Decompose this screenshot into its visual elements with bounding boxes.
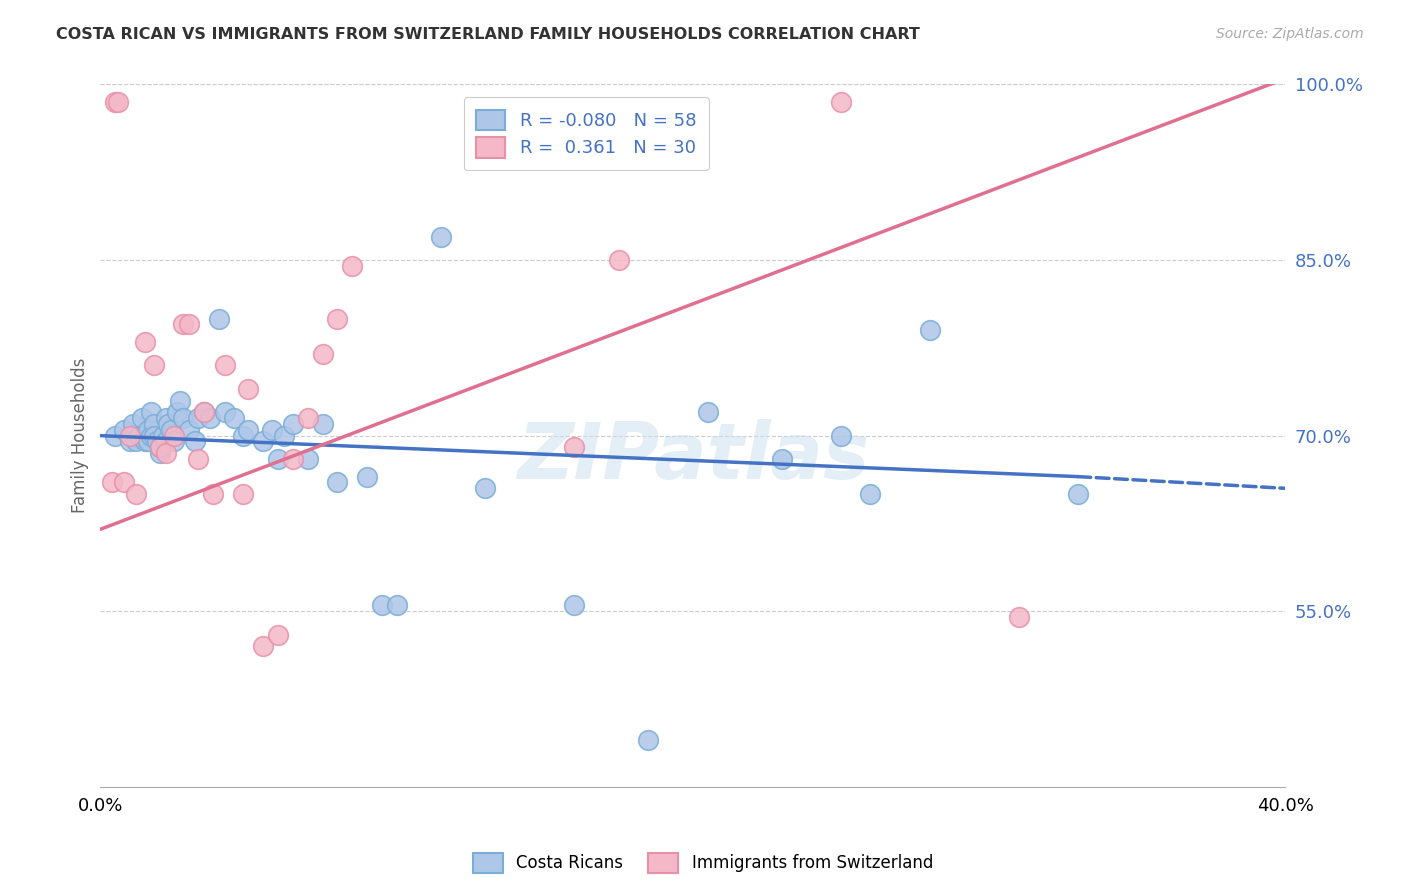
- Point: [214, 405, 236, 419]
- Point: [385, 599, 408, 613]
- Point: [179, 423, 201, 437]
- Point: [101, 475, 124, 490]
- Point: [311, 347, 333, 361]
- Point: [187, 411, 209, 425]
- Point: [149, 446, 172, 460]
- Point: [193, 405, 215, 419]
- Point: [281, 417, 304, 431]
- Point: [134, 434, 156, 449]
- Point: [122, 417, 145, 431]
- Point: [193, 405, 215, 419]
- Point: [696, 405, 718, 419]
- Point: [830, 95, 852, 109]
- Point: [231, 428, 253, 442]
- Point: [474, 481, 496, 495]
- Point: [118, 434, 141, 449]
- Point: [112, 475, 135, 490]
- Point: [214, 359, 236, 373]
- Point: [187, 452, 209, 467]
- Point: [179, 318, 201, 332]
- Point: [1007, 610, 1029, 624]
- Point: [139, 405, 162, 419]
- Point: [340, 259, 363, 273]
- Point: [136, 423, 159, 437]
- Point: [770, 452, 793, 467]
- Point: [267, 452, 290, 467]
- Point: [562, 441, 585, 455]
- Y-axis label: Family Households: Family Households: [72, 358, 89, 513]
- Point: [252, 434, 274, 449]
- Point: [297, 452, 319, 467]
- Point: [356, 469, 378, 483]
- Text: ZIPatlas: ZIPatlas: [516, 418, 869, 495]
- Point: [562, 599, 585, 613]
- Point: [134, 428, 156, 442]
- Point: [104, 428, 127, 442]
- Text: COSTA RICAN VS IMMIGRANTS FROM SWITZERLAND FAMILY HOUSEHOLDS CORRELATION CHART: COSTA RICAN VS IMMIGRANTS FROM SWITZERLA…: [56, 27, 920, 42]
- Point: [112, 423, 135, 437]
- Point: [142, 428, 165, 442]
- Point: [166, 405, 188, 419]
- Point: [1067, 487, 1090, 501]
- Point: [145, 434, 167, 449]
- Point: [201, 487, 224, 501]
- Legend: Costa Ricans, Immigrants from Switzerland: Costa Ricans, Immigrants from Switzerlan…: [467, 847, 939, 880]
- Point: [142, 417, 165, 431]
- Point: [155, 434, 177, 449]
- Point: [157, 417, 180, 431]
- Point: [107, 95, 129, 109]
- Text: Source: ZipAtlas.com: Source: ZipAtlas.com: [1216, 27, 1364, 41]
- Point: [311, 417, 333, 431]
- Point: [172, 411, 194, 425]
- Point: [118, 428, 141, 442]
- Point: [371, 599, 394, 613]
- Point: [155, 411, 177, 425]
- Point: [136, 434, 159, 449]
- Point: [252, 640, 274, 654]
- Point: [172, 318, 194, 332]
- Point: [198, 411, 221, 425]
- Point: [238, 382, 260, 396]
- Point: [125, 487, 148, 501]
- Point: [208, 311, 231, 326]
- Point: [267, 627, 290, 641]
- Point: [430, 229, 453, 244]
- Point: [160, 423, 183, 437]
- Point: [163, 428, 186, 442]
- Point: [139, 428, 162, 442]
- Point: [281, 452, 304, 467]
- Point: [104, 95, 127, 109]
- Legend: R = -0.080   N = 58, R =  0.361   N = 30: R = -0.080 N = 58, R = 0.361 N = 30: [464, 97, 709, 170]
- Point: [231, 487, 253, 501]
- Point: [607, 253, 630, 268]
- Point: [149, 441, 172, 455]
- Point: [163, 434, 186, 449]
- Point: [222, 411, 245, 425]
- Point: [128, 428, 150, 442]
- Point: [125, 434, 148, 449]
- Point: [326, 475, 349, 490]
- Point: [155, 446, 177, 460]
- Point: [238, 423, 260, 437]
- Point: [859, 487, 882, 501]
- Point: [830, 428, 852, 442]
- Point: [184, 434, 207, 449]
- Point: [326, 311, 349, 326]
- Point: [297, 411, 319, 425]
- Point: [262, 423, 284, 437]
- Point: [273, 428, 295, 442]
- Point: [918, 323, 941, 337]
- Point: [637, 733, 659, 747]
- Point: [169, 393, 191, 408]
- Point: [131, 411, 153, 425]
- Point: [142, 359, 165, 373]
- Point: [152, 428, 174, 442]
- Point: [149, 441, 172, 455]
- Point: [134, 334, 156, 349]
